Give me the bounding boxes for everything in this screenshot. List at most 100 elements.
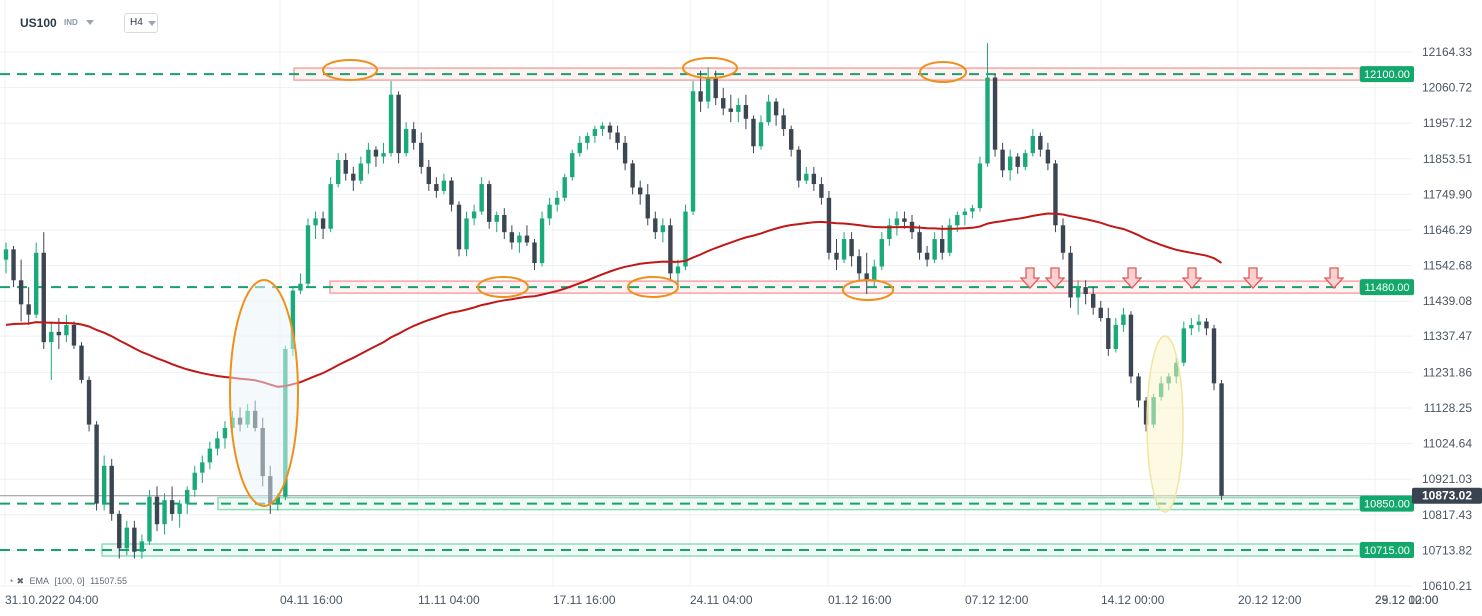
candle-body bbox=[117, 513, 122, 549]
candle-body bbox=[1030, 135, 1035, 154]
candle-body bbox=[947, 225, 952, 253]
level-badge-label: 10850.00 bbox=[1364, 499, 1410, 511]
candle-body bbox=[1007, 156, 1013, 171]
level-badge bbox=[1360, 66, 1414, 83]
candle-body bbox=[887, 225, 892, 240]
candle-body bbox=[11, 249, 16, 281]
candle-body bbox=[932, 239, 937, 260]
down-arrow-shape bbox=[1181, 267, 1203, 289]
x-tick-label: 07.12 12:00 bbox=[965, 593, 1029, 607]
candle-body bbox=[600, 125, 605, 130]
candle-body bbox=[139, 541, 145, 552]
x-tick-label: 20.12 12:00 bbox=[1238, 593, 1302, 607]
candle-body bbox=[1068, 252, 1073, 298]
candle-body bbox=[1113, 324, 1119, 349]
symbol-dropdown-icon[interactable] bbox=[86, 20, 94, 25]
down-arrow-icon bbox=[1121, 267, 1143, 289]
candle-body bbox=[554, 197, 560, 205]
eye-icon[interactable]: ◔ bbox=[8, 576, 14, 586]
candle-body bbox=[736, 105, 741, 112]
candle-body bbox=[71, 324, 77, 346]
candle-body bbox=[856, 256, 862, 274]
symbol-name[interactable]: US100 bbox=[20, 16, 57, 30]
candle-body bbox=[977, 163, 983, 209]
candle-body bbox=[1189, 324, 1194, 329]
candle-body bbox=[705, 77, 711, 102]
candle-body bbox=[683, 211, 688, 267]
candle-body bbox=[796, 149, 801, 181]
candle-body bbox=[177, 503, 182, 514]
axes-layer: 12164.33 12060.72 11957.12 11853.51 11749.90… bbox=[5, 45, 1482, 607]
candle-body bbox=[86, 379, 92, 425]
candle-body bbox=[1045, 149, 1051, 164]
symbol-type-label: IND bbox=[64, 18, 78, 27]
y-tick-label: 10817.43 bbox=[1422, 508, 1472, 522]
candle-body bbox=[721, 98, 726, 109]
timeframe-select[interactable]: H4 bbox=[124, 13, 158, 33]
candle-body bbox=[615, 132, 620, 143]
candle-body bbox=[109, 465, 114, 514]
candle-body bbox=[826, 197, 832, 253]
candle-body bbox=[547, 204, 552, 219]
down-arrow-icon bbox=[1323, 267, 1345, 289]
candle-body bbox=[1106, 318, 1111, 349]
candle-body bbox=[955, 214, 960, 226]
candle-body bbox=[1023, 153, 1028, 167]
candle-body bbox=[517, 235, 522, 243]
x-tick-label: 25.12 00:00 bbox=[1375, 593, 1439, 607]
candle-body bbox=[638, 187, 643, 195]
candle-body bbox=[902, 218, 907, 222]
level-badge bbox=[1360, 279, 1414, 296]
candle-body bbox=[18, 280, 24, 305]
y-tick-label: 11128.25 bbox=[1424, 401, 1473, 415]
close-icon[interactable]: ✖ bbox=[16, 576, 24, 586]
candle-body bbox=[1083, 287, 1088, 295]
highlight-ellipse bbox=[322, 59, 378, 81]
candle-body bbox=[607, 125, 613, 133]
breakout-highlight-ellipse bbox=[229, 279, 299, 507]
candle-body bbox=[924, 252, 930, 260]
candle-body bbox=[743, 105, 749, 119]
down-arrow-icon bbox=[1044, 267, 1066, 289]
y-tick-label: 10610.21 bbox=[1422, 579, 1472, 593]
candle-body bbox=[426, 166, 431, 185]
candle-body bbox=[841, 239, 847, 260]
candle-body bbox=[305, 225, 311, 284]
y-tick-label: 11439.08 bbox=[1423, 294, 1472, 308]
candle-body bbox=[64, 324, 69, 336]
highlight-ellipse bbox=[627, 276, 679, 298]
candle-body bbox=[207, 448, 213, 463]
candle-body bbox=[343, 160, 348, 174]
candle-body bbox=[403, 129, 409, 154]
candle-body bbox=[962, 211, 968, 215]
y-tick-label: 12164.33 bbox=[1422, 45, 1472, 59]
candle-body bbox=[154, 496, 160, 525]
chart-toolbar: US100 IND H4 bbox=[0, 0, 400, 40]
candle-body bbox=[1000, 149, 1005, 171]
x-tick-label: 24.11 04:00 bbox=[690, 593, 753, 607]
candle-body bbox=[373, 149, 379, 157]
ema-line bbox=[5, 212, 1223, 388]
candle-body bbox=[328, 184, 333, 229]
selloff-highlight-ellipse bbox=[1146, 335, 1184, 513]
candle-body bbox=[200, 462, 205, 473]
candle-body bbox=[698, 91, 703, 102]
candle-body bbox=[789, 129, 794, 150]
candle-body bbox=[434, 184, 439, 191]
candle-body bbox=[819, 184, 824, 198]
down-arrow-shape bbox=[1044, 267, 1066, 289]
candle-body bbox=[79, 345, 84, 380]
candle-body bbox=[56, 331, 62, 336]
candle-body bbox=[192, 472, 197, 490]
y-tick-label: 11231.86 bbox=[1423, 365, 1472, 379]
y-tick-label: 10921.03 bbox=[1422, 472, 1472, 486]
candle-body bbox=[101, 465, 107, 504]
levels-layer: 12100.00 11480.00 10850.00 10715.00 bbox=[0, 66, 1414, 558]
candle-body bbox=[1136, 376, 1141, 401]
candle-body bbox=[849, 239, 854, 257]
candle-body bbox=[509, 232, 515, 243]
candle-body bbox=[1204, 321, 1209, 329]
y-tick-label: 11542.68 bbox=[1423, 259, 1472, 273]
candle-body bbox=[524, 235, 530, 243]
